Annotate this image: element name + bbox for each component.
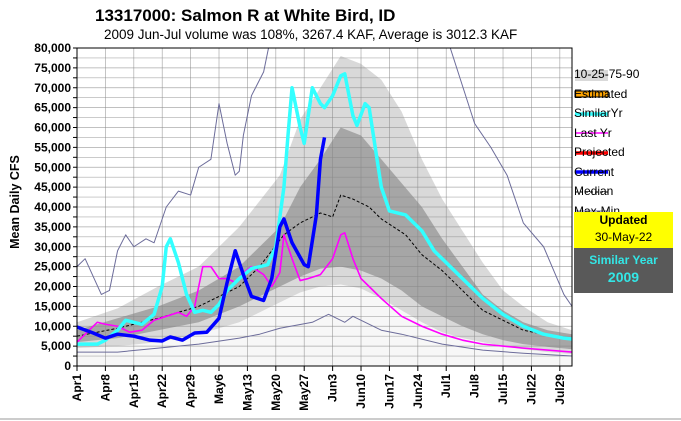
y-tick-label: 40,000 [34, 200, 71, 214]
updated-label: Updated [599, 213, 648, 227]
series-min [77, 313, 572, 357]
y-tick-label: 60,000 [34, 121, 71, 135]
x-tick-label: Jun10 [354, 374, 368, 409]
x-tick-label: Jul8 [468, 374, 482, 398]
x-tick-label: May13 [240, 374, 254, 411]
similar-year-box: Similar Year 2009 [574, 248, 673, 293]
x-tick-label: May27 [297, 374, 311, 411]
similar-year-label: Similar Year [589, 253, 658, 267]
band-below-10 [77, 284, 572, 366]
x-tick-label: May20 [269, 374, 283, 411]
y-tick-label: 35,000 [34, 220, 71, 234]
x-tick-label: Jul1 [439, 374, 453, 398]
y-tick-label: 65,000 [34, 101, 71, 115]
band-25-75 [77, 127, 572, 350]
x-tick-label: Apr22 [155, 374, 169, 408]
y-tick-label: 80,000 [34, 41, 71, 55]
y-tick-label: 45,000 [34, 180, 71, 194]
y-tick-label: 30,000 [34, 240, 71, 254]
x-tick-label: Apr29 [184, 374, 198, 408]
updated-date: 30-May-22 [594, 230, 653, 244]
chart-title: 13317000: Salmon R at White Bird, ID [95, 6, 396, 25]
legend-swatch-estimated [574, 90, 609, 98]
y-tick-label: 5,000 [41, 339, 71, 353]
x-tick-label: Apr15 [127, 374, 141, 408]
x-tick-label: Jun17 [382, 374, 396, 409]
legend-projected: Projected [574, 145, 625, 159]
y-tick-label: 55,000 [34, 140, 71, 154]
x-tick-label: Apr8 [98, 374, 112, 402]
series-max-min [77, 48, 572, 307]
legend-bands: 10-25-75-90 [574, 67, 640, 81]
y-tick-label: 10,000 [34, 319, 71, 333]
series-last-yr [77, 232, 572, 353]
plot-border [76, 47, 573, 367]
similar-year-value: 2009 [607, 269, 640, 285]
x-tick-label: May6 [212, 374, 226, 404]
series-median [77, 194, 572, 341]
x-tick-label: Jul29 [553, 374, 567, 405]
legend-similar: SimilarYr [574, 106, 623, 120]
series-similaryr [77, 72, 572, 346]
x-tick-label: Apr1 [70, 374, 84, 402]
x-tick-label: Jul22 [524, 374, 538, 405]
y-tick-label: 50,000 [34, 160, 71, 174]
legend-lastyr: Last Yr [574, 126, 612, 140]
legend-median: Median [574, 184, 614, 198]
y-tick-label: 25,000 [34, 260, 71, 274]
y-tick-label: 0 [64, 359, 71, 373]
updated-box: Updated 30-May-22 [574, 212, 673, 248]
legend-estimated: Estimated [574, 87, 628, 101]
chart-subtitle: 2009 Jun-Jul volume was 108%, 3267.4 KAF… [104, 27, 518, 42]
series-current [77, 137, 327, 343]
x-tick-label: Jul15 [496, 374, 510, 405]
y-tick-label: 20,000 [34, 280, 71, 294]
x-tick-label: Jun3 [326, 374, 340, 402]
y-tick-label: 70,000 [34, 81, 71, 95]
legend-swatch-bands [575, 70, 608, 81]
y-tick-label: 75,000 [34, 61, 71, 75]
y-tick-label: 15,000 [34, 299, 71, 313]
x-tick-label: Jun24 [411, 374, 425, 409]
legend-current: Current [574, 165, 615, 179]
